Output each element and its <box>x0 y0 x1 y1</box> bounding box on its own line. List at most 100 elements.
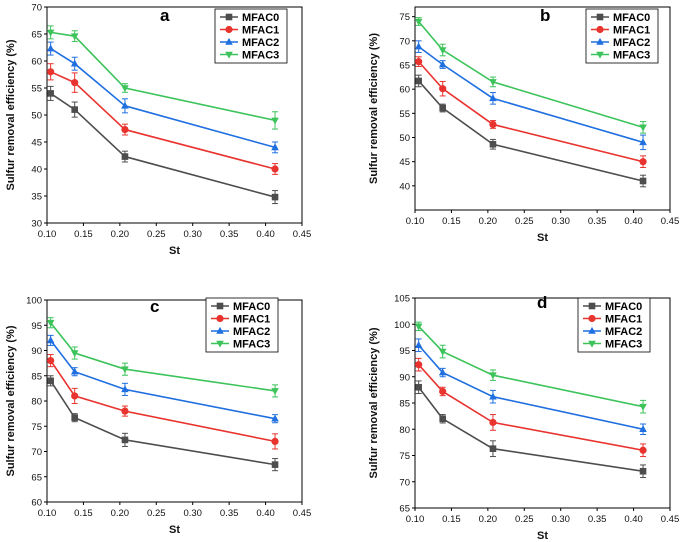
legend-label: MFAC1 <box>613 25 650 37</box>
series-line <box>50 92 276 198</box>
data-point <box>639 124 647 132</box>
data-point <box>70 33 79 41</box>
x-tick-label: 0.35 <box>220 229 239 240</box>
data-point <box>489 418 497 427</box>
x-axis-title: St <box>169 245 180 257</box>
data-point <box>47 377 54 385</box>
series-mfac2 <box>414 40 647 151</box>
legend-marker <box>588 302 596 310</box>
data-point <box>271 193 279 201</box>
y-tick-label: 70 <box>399 36 410 47</box>
data-point <box>414 42 423 50</box>
y-tick-label: 100 <box>394 320 410 331</box>
x-tick-label: 0.25 <box>147 229 166 240</box>
legend-marker <box>596 51 604 59</box>
plot-frame <box>414 6 671 211</box>
data-point <box>121 366 129 374</box>
data-point <box>415 77 422 85</box>
chart-panel-d: 0.10 0.15 0.20 0.25 0.30 0.35 0.40 0.45 65 70 75 80… <box>368 293 679 542</box>
data-point <box>415 383 422 391</box>
y-tick-label: 60 <box>399 85 410 96</box>
data-point <box>71 106 78 113</box>
y-tick-label: 95 <box>399 346 410 357</box>
legend-label: MFAC3 <box>242 50 279 62</box>
x-axis-title: St <box>537 530 548 542</box>
x-tick-label: 0.20 <box>111 229 130 240</box>
data-point <box>639 446 647 454</box>
data-point <box>438 47 447 55</box>
data-point <box>489 140 497 148</box>
x-tick-label: 0.10 <box>406 216 425 227</box>
series-mfac0 <box>415 74 647 188</box>
x-tick-label: 0.15 <box>74 508 93 519</box>
data-point <box>489 372 497 380</box>
y-tick-label: 90 <box>399 372 410 383</box>
panel-letter: c <box>150 297 159 316</box>
series-line <box>49 360 276 443</box>
series-mfac2 <box>46 41 279 154</box>
x-tick-label: 0.30 <box>551 216 570 227</box>
data-point <box>121 153 129 160</box>
data-point <box>639 403 647 411</box>
series-line <box>49 380 276 466</box>
y-tick-label: 40 <box>31 165 42 176</box>
y-tick-label: 75 <box>31 422 42 433</box>
x-tick-label: 0.25 <box>515 216 534 227</box>
x-tick-label: 0.20 <box>111 508 130 519</box>
y-tick-label: 75 <box>399 12 410 23</box>
series-line <box>418 364 644 452</box>
legend-marker <box>588 326 596 334</box>
series-mfac1 <box>415 357 647 458</box>
chart-panel-a: 0.10 0.15 0.20 0.25 0.30 0.35 0.40 0.45 30 35 40 45… <box>5 3 311 258</box>
y-tick-label: 65 <box>31 30 42 41</box>
series-mfac3 <box>414 321 647 414</box>
data-point <box>47 357 55 365</box>
y-axis-title: Sulfur removal efficiency (%) <box>368 327 380 478</box>
y-tick-label: 70 <box>31 3 42 14</box>
y-tick-label: 60 <box>31 498 42 509</box>
series-line <box>50 339 276 420</box>
data-point <box>639 158 647 166</box>
legend-label: MFAC3 <box>605 339 642 351</box>
y-tick-label: 90 <box>31 346 42 357</box>
series-mfac3 <box>46 25 279 130</box>
data-point <box>489 445 497 452</box>
y-tick-label: 50 <box>31 111 42 122</box>
series-mfac2 <box>46 334 279 424</box>
data-point <box>489 120 497 129</box>
y-tick-label: 100 <box>26 296 42 307</box>
x-tick-label: 0.45 <box>661 514 680 525</box>
data-point <box>414 323 423 331</box>
data-point <box>639 177 647 185</box>
data-point <box>46 29 55 37</box>
data-point <box>439 415 446 423</box>
y-tick-label: 40 <box>399 181 410 192</box>
x-tick-label: 0.40 <box>624 514 643 525</box>
y-tick-label: 85 <box>31 371 42 382</box>
x-tick-label: 0.45 <box>661 216 680 227</box>
data-point <box>47 90 54 97</box>
data-point <box>438 368 447 376</box>
data-point <box>639 138 647 146</box>
series-mfac1 <box>47 354 279 450</box>
legend-label: MFAC0 <box>242 12 279 24</box>
x-axis-title: St <box>169 524 180 536</box>
series-line <box>418 344 644 431</box>
legend-label: MFAC3 <box>233 339 270 351</box>
panel-letter: a <box>160 6 170 25</box>
data-point <box>271 437 279 445</box>
y-tick-label: 80 <box>31 397 42 408</box>
x-tick-label: 0.40 <box>256 229 275 240</box>
series-mfac0 <box>415 380 647 479</box>
series-line <box>418 80 644 182</box>
legend-label: MFAC2 <box>242 37 279 49</box>
series-line <box>418 20 644 129</box>
y-tick-label: 70 <box>31 447 42 458</box>
data-point <box>415 361 423 369</box>
y-tick-label: 65 <box>399 61 410 72</box>
y-tick-label: 55 <box>399 109 410 120</box>
y-axis-title: Sulfur removal efficiency (%) <box>5 325 17 476</box>
series-line <box>418 45 644 144</box>
